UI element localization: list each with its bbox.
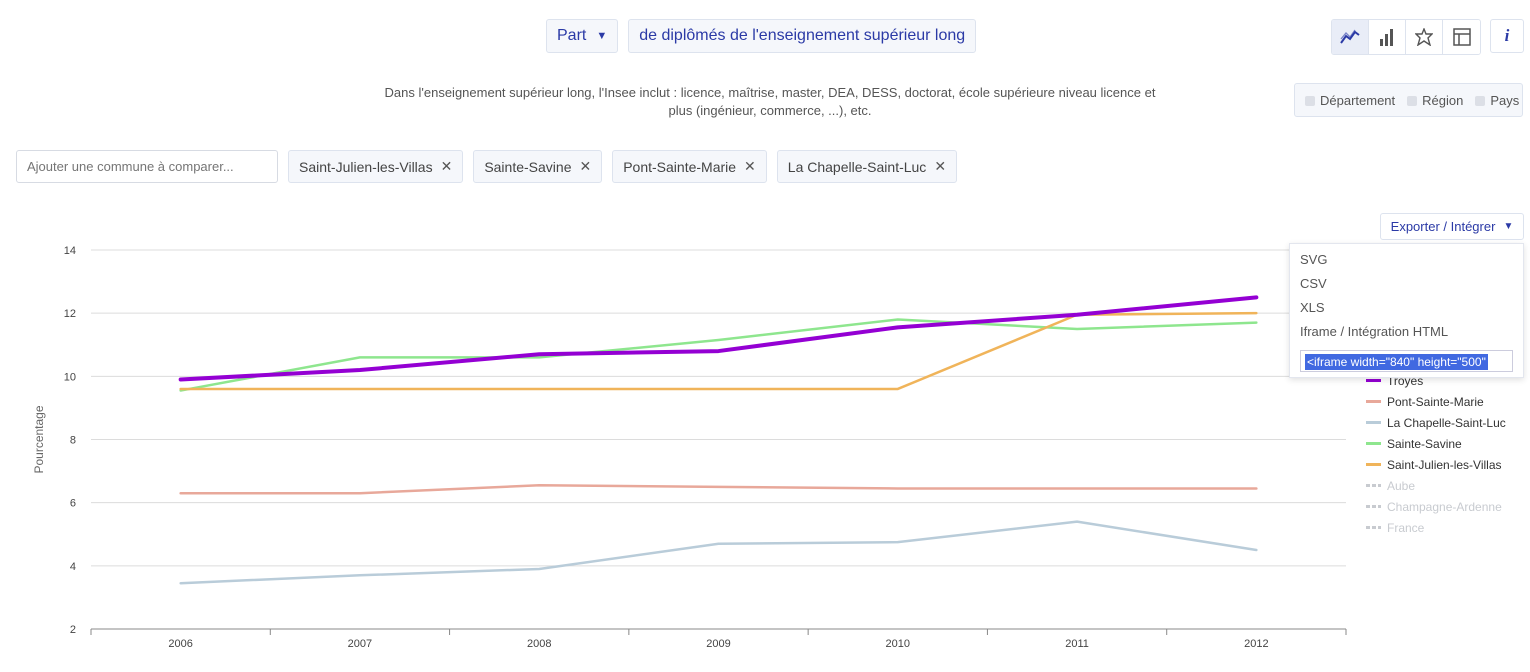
y-tick-label: 6: [70, 498, 76, 510]
x-tick-label: 2007: [348, 638, 372, 650]
chart-legend: Troyes Pont-Sainte-Marie La Chapelle-Saint…: [1366, 370, 1506, 538]
level-pays-checkbox[interactable]: Pays: [1475, 93, 1519, 108]
x-tick-label: 2009: [706, 638, 730, 650]
compare-tag-label: La Chapelle-Saint-Luc: [787, 158, 927, 175]
export-csv-item[interactable]: CSV: [1300, 276, 1327, 291]
remove-tag-icon[interactable]: ✕: [440, 158, 453, 174]
compare-commune-input[interactable]: [16, 150, 278, 183]
map-icon: [1415, 28, 1433, 46]
legend-swatch: [1366, 442, 1381, 445]
compare-tag-label: Pont-Sainte-Marie: [623, 158, 737, 175]
legend-label: Pont-Sainte-Marie: [1387, 394, 1484, 409]
legend-item[interactable]: Pont-Sainte-Marie: [1366, 391, 1506, 412]
legend-item[interactable]: Sainte-Savine: [1366, 433, 1506, 454]
y-tick-label: 8: [70, 435, 76, 447]
y-axis-label: Pourcentage: [32, 405, 46, 473]
y-tick-label: 4: [70, 561, 76, 573]
map-view-button[interactable]: [1406, 20, 1443, 54]
y-tick-label: 10: [64, 371, 76, 383]
legend-label: Sainte-Savine: [1387, 436, 1462, 451]
export-xls-item[interactable]: XLS: [1300, 300, 1325, 315]
level-label: Département: [1320, 92, 1396, 108]
export-iframe-item[interactable]: Iframe / Intégration HTML: [1300, 324, 1449, 339]
x-tick-label: 2010: [886, 638, 910, 650]
series-line-sainte-savine: [179, 318, 1258, 392]
view-switch: [1331, 19, 1481, 55]
series-line-pont-sainte-marie: [179, 484, 1258, 495]
table-icon: [1452, 28, 1471, 46]
legend-item[interactable]: Saint-Julien-les-Villas: [1366, 454, 1506, 475]
level-region-checkbox[interactable]: Région: [1407, 93, 1463, 108]
legend-item[interactable]: Champagne-Ardenne: [1366, 496, 1506, 517]
y-tick-label: 2: [70, 624, 76, 636]
table-view-button[interactable]: [1443, 20, 1480, 54]
checkbox-icon: [1475, 95, 1486, 106]
remove-tag-icon[interactable]: ✕: [579, 158, 592, 174]
x-tick-label: 2006: [168, 638, 192, 650]
export-button[interactable]: Exporter / Intégrer ▼: [1380, 213, 1524, 240]
remove-tag-icon[interactable]: ✕: [934, 158, 947, 174]
legend-item[interactable]: La Chapelle-Saint-Luc: [1366, 412, 1506, 433]
indicator-select[interactable]: de diplômés de l'enseignement supérieur …: [628, 19, 977, 53]
legend-label: France: [1387, 520, 1425, 535]
compare-tag: Saint-Julien-les-Villas ✕: [288, 150, 464, 183]
indicator-selectors: Part ▼ de diplômés de l'enseignement sup…: [546, 19, 977, 53]
compare-tag-label: Saint-Julien-les-Villas: [299, 158, 433, 175]
caret-down-icon: ▼: [596, 30, 608, 42]
embed-code-text: <iframe width="840" height="500": [1305, 354, 1488, 370]
caret-down-icon: ▼: [1503, 221, 1514, 232]
compare-tag-label: Sainte-Savine: [484, 158, 572, 175]
info-icon: i: [1504, 26, 1510, 45]
series-line-la-chapelle-saint-luc: [179, 520, 1258, 585]
x-tick-label: 2012: [1244, 638, 1268, 650]
export-button-label: Exporter / Intégrer: [1390, 219, 1496, 234]
legend-swatch: [1366, 526, 1381, 529]
legend-item[interactable]: France: [1366, 517, 1506, 538]
x-tick-label: 2008: [527, 638, 551, 650]
series-line-troyes: [178, 295, 1259, 382]
line-chart-icon: [1340, 29, 1360, 44]
checkbox-icon: [1407, 95, 1418, 106]
y-tick-label: 14: [64, 245, 76, 257]
line-chart: 2 4 6 8 10 12 14 2006 2007 2008 2009 2010 2011 2012 Po…: [32, 245, 1347, 650]
bar-chart-view-button[interactable]: [1369, 20, 1406, 54]
legend-swatch: [1366, 421, 1381, 424]
legend-label: Aube: [1387, 478, 1416, 493]
line-chart-view-button[interactable]: [1332, 20, 1369, 54]
level-departement-checkbox[interactable]: Département: [1305, 93, 1395, 108]
legend-label: Champagne-Ardenne: [1387, 499, 1502, 514]
legend-swatch: [1366, 484, 1381, 487]
legend-swatch: [1366, 463, 1381, 466]
embed-code-field[interactable]: <iframe width="840" height="500": [1300, 350, 1513, 372]
legend-item[interactable]: Aube: [1366, 475, 1506, 496]
legend-label: La Chapelle-Saint-Luc: [1387, 415, 1506, 430]
bar-chart-icon: [1380, 29, 1393, 46]
checkbox-icon: [1305, 95, 1315, 106]
level-label: Pays: [1490, 92, 1520, 108]
geo-level-filters: Département Région Pays: [1294, 83, 1523, 117]
chart-area: 2 4 6 8 10 12 14 2006 2007 2008 2009 2010 2011 2012 Po…: [0, 230, 1530, 670]
info-button[interactable]: i: [1490, 19, 1524, 53]
indicator-description: Dans l'enseignement supérieur long, l'In…: [384, 85, 1156, 118]
compare-tag: La Chapelle-Saint-Luc ✕: [776, 150, 958, 183]
remove-tag-icon[interactable]: ✕: [744, 158, 756, 174]
legend-swatch: [1366, 505, 1381, 508]
level-label: Région: [1422, 92, 1464, 108]
compare-tag: Pont-Sainte-Marie ✕: [612, 150, 767, 183]
export-menu: SVG CSV XLS Iframe / Intégration HTML <i…: [1289, 243, 1524, 378]
y-tick-label: 12: [64, 308, 76, 320]
compare-row: Saint-Julien-les-Villas ✕ Sainte-Savine …: [16, 150, 958, 183]
legend-label: Saint-Julien-les-Villas: [1387, 457, 1502, 472]
legend-swatch: [1366, 400, 1381, 403]
metric-select-label: Part: [557, 27, 587, 44]
metric-select[interactable]: Part ▼: [546, 19, 619, 53]
indicator-select-label: de diplômés de l'enseignement supérieur …: [639, 27, 966, 44]
legend-swatch: [1366, 379, 1381, 382]
x-tick-label: 2011: [1065, 638, 1089, 650]
compare-tag: Sainte-Savine ✕: [473, 150, 603, 183]
export-svg-item[interactable]: SVG: [1300, 252, 1328, 267]
